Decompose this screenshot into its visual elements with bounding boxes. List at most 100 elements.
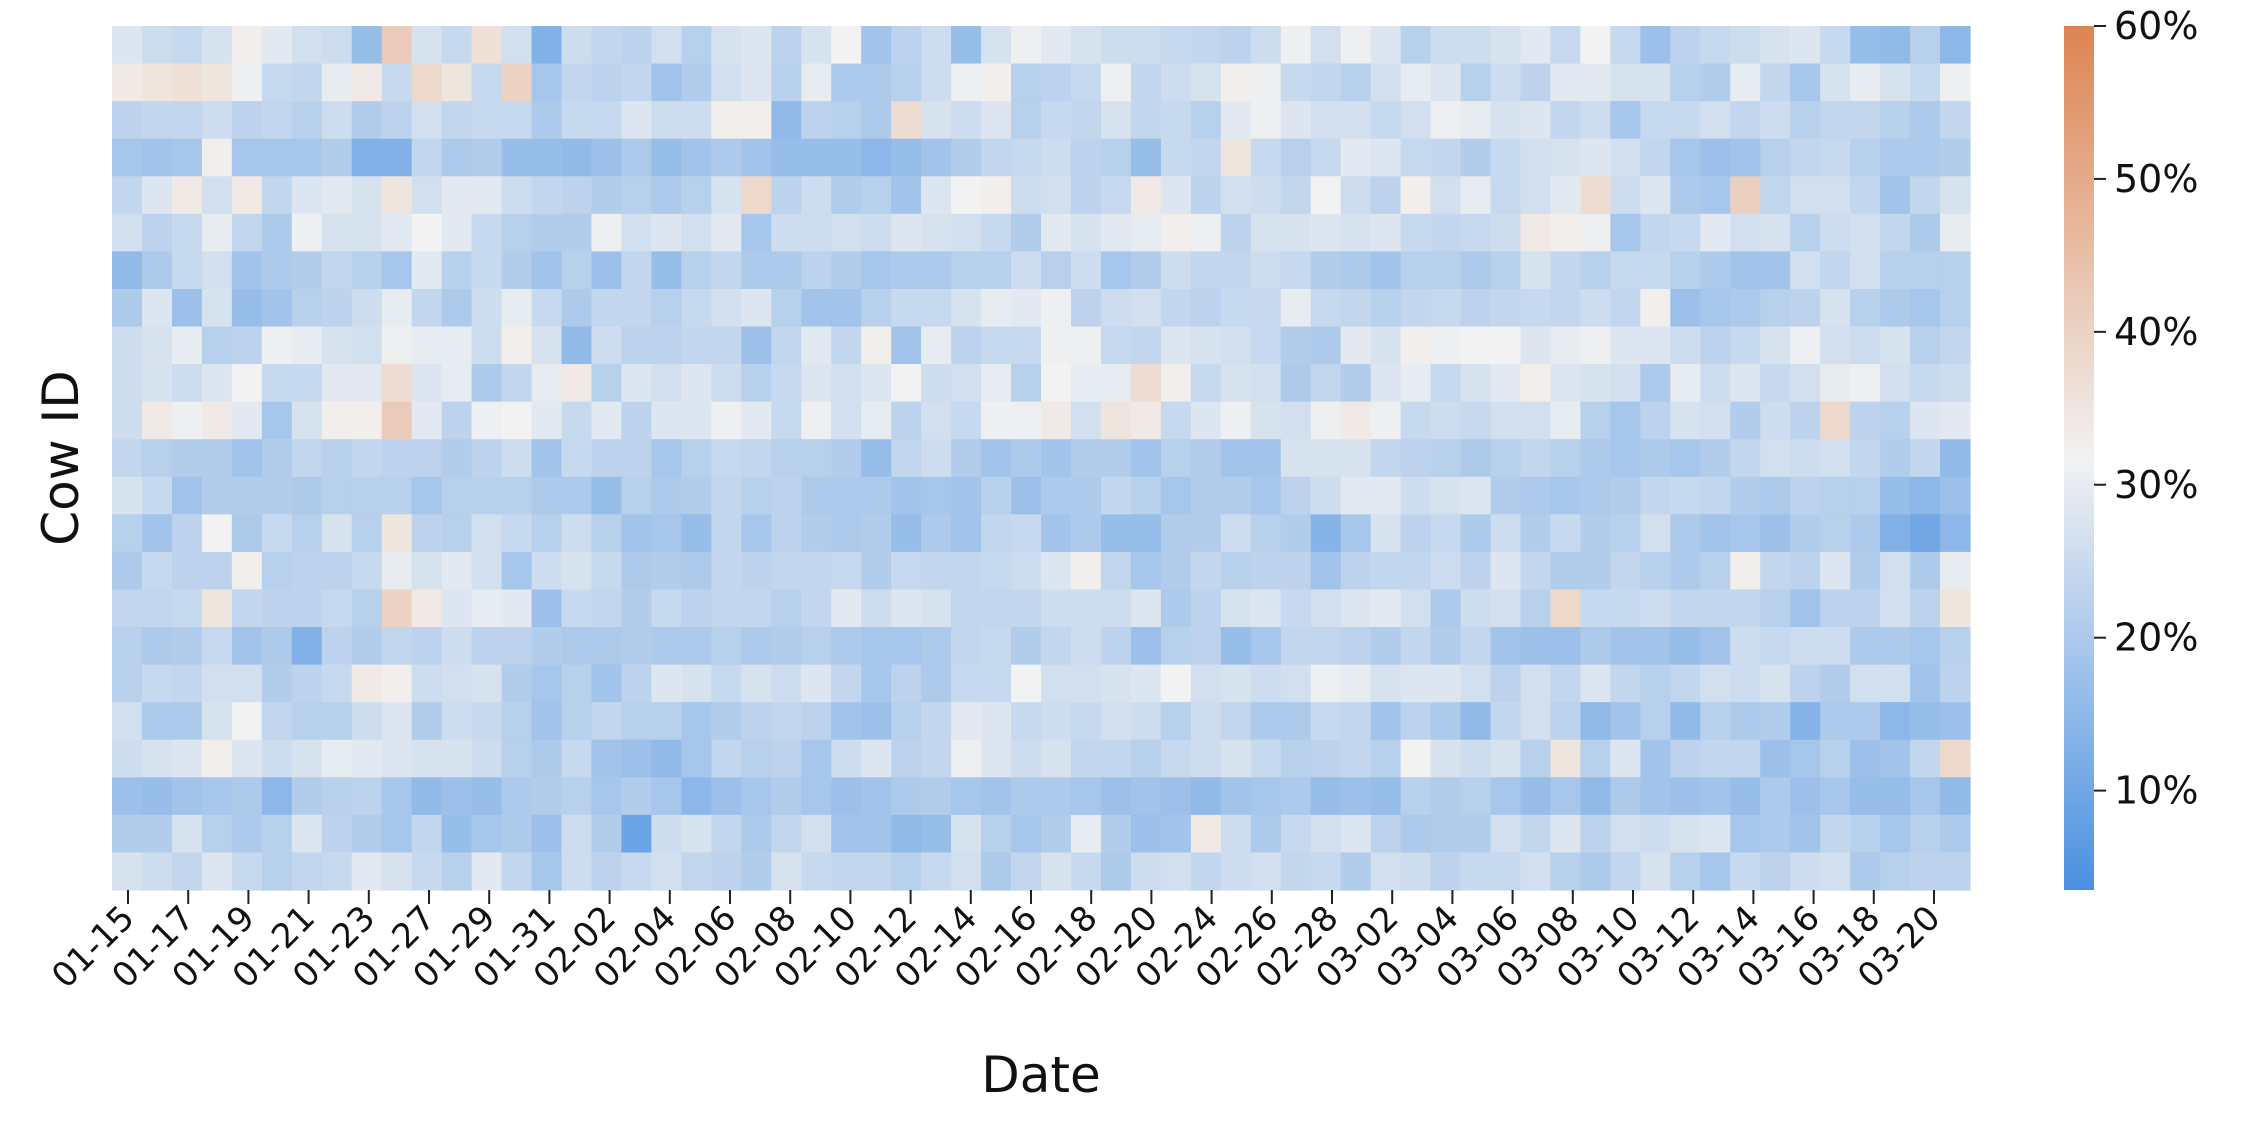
heatmap-cell: [141, 476, 173, 515]
heatmap-cell: [1041, 514, 1072, 553]
heatmap-cell: [351, 176, 383, 215]
heatmap-cell: [1430, 589, 1462, 628]
heatmap-cell: [231, 664, 263, 703]
heatmap-cell: [351, 251, 383, 290]
heatmap-cell: [261, 101, 293, 140]
heatmap-cell: [471, 101, 503, 140]
heatmap-cell: [261, 702, 293, 741]
heatmap-cell: [411, 439, 443, 478]
heatmap-cell: [771, 627, 802, 666]
heatmap-cell: [171, 439, 203, 478]
heatmap-cell: [1820, 439, 1851, 478]
heatmap-cell: [1460, 551, 1492, 591]
heatmap-cell: [591, 63, 623, 102]
heatmap-cell: [1130, 664, 1162, 703]
heatmap-cell: [351, 439, 383, 478]
heatmap-cell: [1370, 176, 1402, 215]
heatmap-cell: [711, 213, 742, 252]
heatmap-cell: [1550, 852, 1582, 891]
heatmap-cell: [1400, 627, 1432, 666]
heatmap-cell: [1340, 664, 1372, 703]
heatmap-cell: [141, 551, 173, 591]
heatmap-cell: [861, 777, 892, 816]
heatmap-cell: [1130, 26, 1162, 65]
heatmap-cell: [1700, 176, 1731, 215]
heatmap-cell: [891, 664, 922, 703]
heatmap-cell: [1700, 326, 1731, 365]
heatmap-cell: [771, 551, 802, 591]
heatmap-cell: [1910, 627, 1941, 666]
heatmap-cell: [711, 777, 742, 816]
heatmap-cell: [411, 551, 443, 591]
heatmap-cell: [1160, 439, 1192, 478]
heatmap-cell: [1190, 176, 1222, 215]
heatmap-cell: [1790, 664, 1821, 703]
heatmap-cell: [1011, 814, 1042, 854]
heatmap-cell: [651, 63, 682, 102]
heatmap-cell: [1520, 364, 1552, 403]
heatmap-cell: [291, 777, 323, 816]
heatmap-cell: [741, 213, 772, 252]
heatmap-cell: [321, 439, 353, 478]
heatmap-cell: [1041, 739, 1072, 778]
heatmap-cell: [321, 702, 353, 741]
heatmap-cell: [1280, 627, 1312, 666]
heatmap-cell: [351, 476, 383, 515]
heatmap-cell: [921, 401, 952, 440]
heatmap-cell: [471, 777, 503, 816]
heatmap-cell: [891, 364, 922, 403]
heatmap-cell: [141, 213, 173, 252]
heatmap-cell: [1940, 627, 1971, 666]
heatmap-cell: [651, 213, 682, 252]
heatmap-cell: [1370, 739, 1402, 778]
heatmap-cell: [291, 101, 323, 140]
heatmap-cell: [1490, 326, 1522, 365]
heatmap-cell: [321, 627, 353, 666]
heatmap-cell: [1550, 138, 1582, 177]
heatmap-cell: [112, 213, 143, 252]
heatmap-cell: [1580, 251, 1611, 290]
heatmap-cell: [1790, 26, 1821, 65]
heatmap-cell: [561, 326, 593, 365]
heatmap-cell: [1011, 777, 1042, 816]
heatmap-cell: [381, 439, 413, 478]
heatmap-cell: [1100, 514, 1132, 553]
heatmap-cell: [921, 251, 952, 290]
heatmap-cell: [471, 213, 503, 252]
heatmap-cell: [411, 476, 443, 515]
heatmap-cell: [711, 326, 742, 365]
heatmap-cell: [741, 63, 772, 102]
heatmap-cell: [1370, 476, 1402, 515]
heatmap-cell: [1640, 514, 1671, 553]
heatmap-cell: [291, 852, 323, 891]
heatmap-cell: [651, 26, 682, 65]
x-axis-label: Date: [981, 1046, 1101, 1104]
heatmap-cell: [1580, 176, 1611, 215]
heatmap-cell: [141, 702, 173, 741]
heatmap-cell: [411, 26, 443, 65]
heatmap-cell: [321, 551, 353, 591]
heatmap-cell: [1220, 176, 1252, 215]
heatmap-cell: [441, 476, 473, 515]
heatmap-cell: [1370, 777, 1402, 816]
heatmap-cell: [1850, 814, 1881, 854]
heatmap-cell: [591, 439, 623, 478]
heatmap-cell: [591, 814, 623, 854]
heatmap-cell: [621, 288, 653, 328]
heatmap-cell: [861, 63, 892, 102]
heatmap-cell: [591, 288, 623, 328]
heatmap-cell: [411, 852, 443, 891]
heatmap-cell: [921, 627, 952, 666]
heatmap-cell: [1070, 852, 1102, 891]
heatmap-cell: [441, 101, 473, 140]
heatmap-cell: [141, 589, 173, 628]
heatmap-cell: [1011, 101, 1042, 140]
heatmap-cell: [1400, 589, 1432, 628]
heatmap-cell: [1070, 326, 1102, 365]
heatmap-cell: [561, 852, 593, 891]
heatmap-cell: [1520, 138, 1552, 177]
heatmap-cell: [1790, 852, 1821, 891]
heatmap-cell: [1820, 401, 1851, 440]
heatmap-cell: [1280, 401, 1312, 440]
heatmap-cell: [1520, 326, 1552, 365]
